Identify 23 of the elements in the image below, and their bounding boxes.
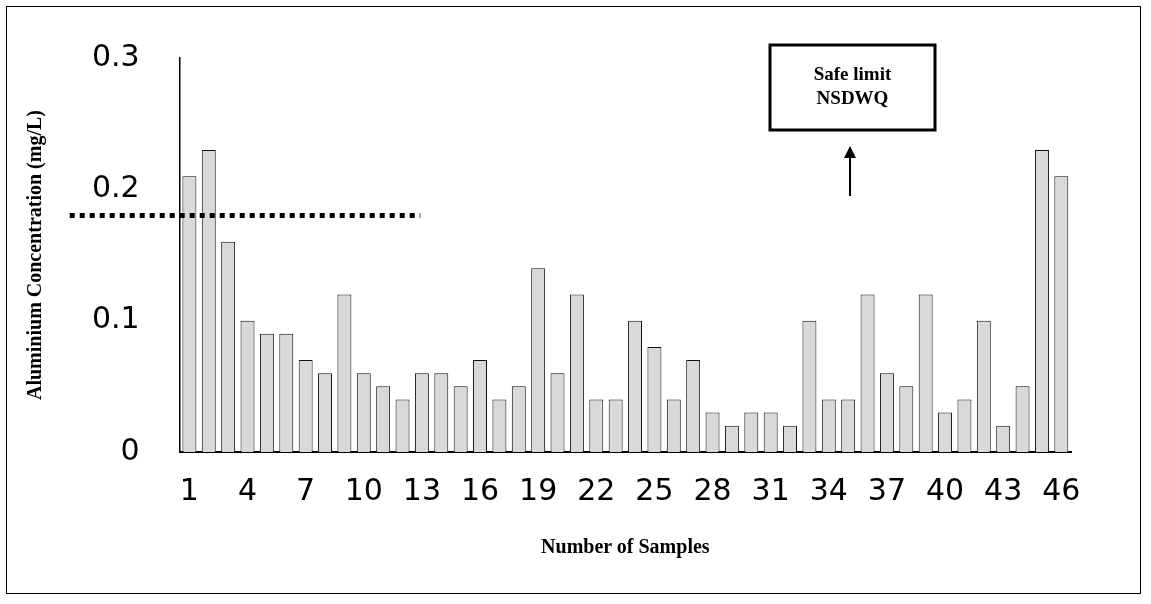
x-tick-label: 1 — [179, 471, 199, 507]
x-tick-label: 37 — [867, 471, 907, 507]
y-tick-label: 0.2 — [91, 169, 140, 205]
x-tick-label: 34 — [809, 471, 848, 507]
x-axis-title: Number of Samples — [541, 535, 710, 559]
x-tick-label: 13 — [402, 471, 441, 507]
x-tick-label: 10 — [344, 471, 383, 507]
y-axis-title: Aluminium Concentration (mg/L) — [23, 110, 47, 400]
x-tick-label: 22 — [577, 471, 616, 507]
x-tick-label: 19 — [519, 471, 558, 507]
x-tick-label: 7 — [296, 471, 316, 507]
ref-line-label: Safe limit NSDWQ — [813, 63, 892, 109]
x-tick-label: 25 — [635, 471, 674, 507]
x-tick-label: 28 — [693, 471, 732, 507]
x-tick-label: 16 — [460, 471, 500, 507]
x-tick-label: 40 — [925, 471, 965, 507]
y-tick-label: 0.1 — [91, 300, 140, 336]
x-tick-label: 31 — [751, 471, 790, 507]
x-tick-label: 43 — [984, 471, 1023, 507]
y-tick-label: 0 — [120, 431, 140, 467]
x-tick-label: 46 — [1042, 471, 1081, 507]
x-tick-label: 4 — [237, 471, 258, 507]
y-tick-label: 0.3 — [91, 37, 140, 73]
